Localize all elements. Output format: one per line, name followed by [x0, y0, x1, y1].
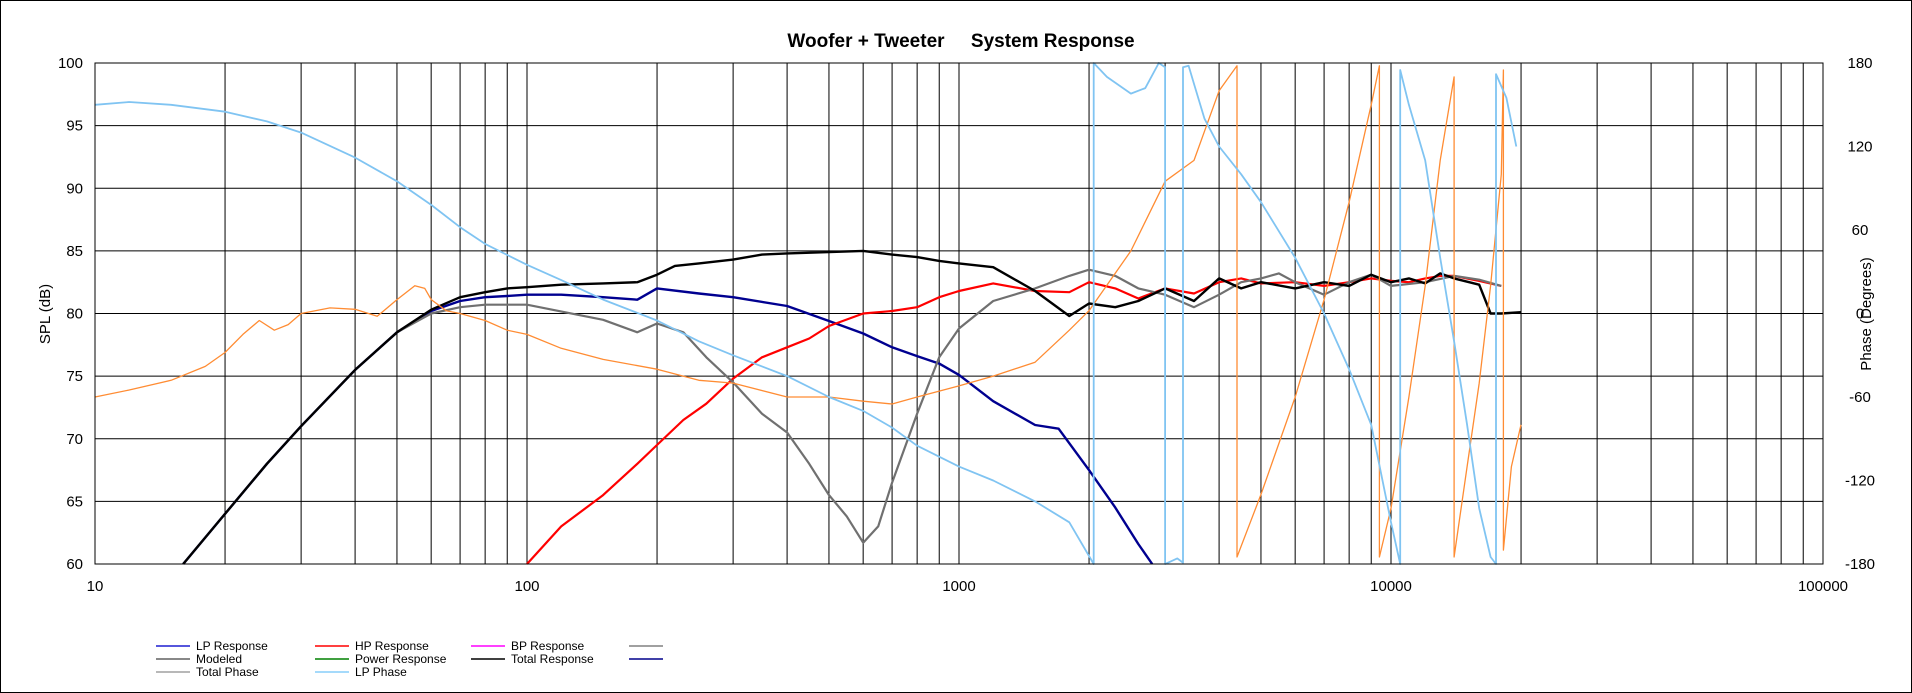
x-tick-label: 100000: [1798, 578, 1848, 595]
legend-item: Power Response: [315, 652, 447, 666]
series-line-total: [182, 249, 1522, 565]
plot-area: [94, 62, 1824, 565]
y-tick-label: 75: [66, 368, 83, 385]
chart-title: Woofer + Tweeter System Response: [787, 31, 1134, 52]
series-line-hp: [526, 274, 1502, 565]
legend-item: Total Response: [471, 652, 594, 666]
legend-label: Total Phase: [196, 665, 259, 679]
y2-tick-label: -120: [1845, 473, 1875, 490]
legend-item: Modeled: [156, 652, 242, 666]
series-line-model: [396, 268, 1502, 544]
legend-label: Modeled: [196, 652, 242, 666]
legend: LP Response HP Response BP Response Modeled…: [156, 639, 663, 679]
grid: [94, 62, 1823, 565]
series-line-hpphase: [94, 65, 1522, 558]
y-axis-label: SPL (dB): [37, 284, 54, 344]
legend-item: Total Phase: [156, 665, 259, 679]
y-tick-label: 60: [66, 556, 83, 573]
y2-tick-label: -180: [1845, 556, 1875, 573]
data-series: [94, 62, 1522, 565]
y2-axis-ticks: -180 -120 -60 0 60 120 180: [1845, 55, 1875, 573]
x-tick-label: 1000: [942, 578, 975, 595]
legend-label: LP Response: [196, 639, 268, 653]
y2-tick-label: 0: [1856, 306, 1864, 323]
x-axis-ticks: 10 100 1000 10000 100000: [87, 578, 1848, 595]
series-line-lp: [182, 287, 1154, 565]
y2-tick-label: 180: [1847, 55, 1872, 72]
x-tick-label: 100: [514, 578, 539, 595]
series-line-lpphase: [94, 62, 1518, 565]
y2-axis-label: Phase (Degrees): [1858, 257, 1875, 370]
legend-label: LP Phase: [355, 665, 407, 679]
y-tick-label: 85: [66, 243, 83, 260]
legend-label: Power Response: [355, 652, 447, 666]
x-tick-label: 10: [87, 578, 104, 595]
legend-item: HP Response: [315, 639, 429, 653]
legend-item: LP Phase: [315, 665, 407, 679]
y-tick-label: 70: [66, 431, 83, 448]
legend-item: LP Response: [156, 639, 268, 653]
y-tick-label: 80: [66, 306, 83, 323]
y-tick-label: 90: [66, 180, 83, 197]
y2-tick-label: -60: [1849, 389, 1871, 406]
y2-tick-label: 120: [1847, 139, 1872, 156]
y-axis-ticks: 60 65 70 75 80 85 90 95 100: [58, 55, 83, 573]
y-tick-label: 100: [58, 55, 83, 72]
legend-item: BP Response: [471, 639, 584, 653]
y-tick-label: 65: [66, 493, 83, 510]
y-tick-label: 95: [66, 118, 83, 135]
legend-label: HP Response: [355, 639, 429, 653]
x-tick-label: 10000: [1370, 578, 1412, 595]
legend-label: BP Response: [511, 639, 584, 653]
legend-label: Total Response: [511, 652, 594, 666]
y2-tick-label: 60: [1852, 222, 1869, 239]
